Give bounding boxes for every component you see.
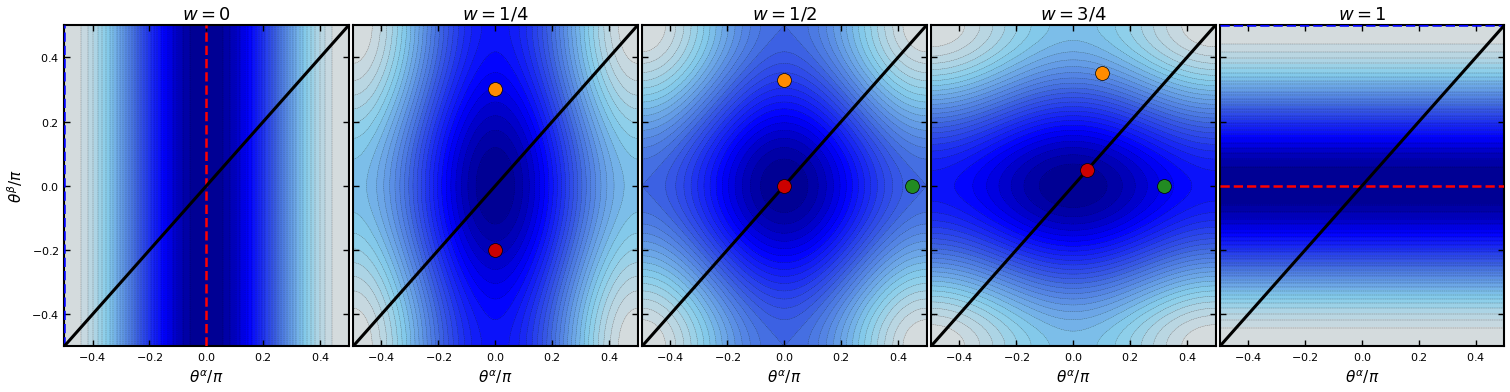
Title: $w = 0$: $w = 0$ — [183, 5, 231, 24]
X-axis label: $\theta^\alpha/\pi$: $\theta^\alpha/\pi$ — [479, 369, 512, 387]
Point — [1075, 167, 1099, 173]
Title: $w = 1/4$: $w = 1/4$ — [462, 5, 528, 24]
Title: $w = 3/4$: $w = 3/4$ — [1040, 5, 1107, 24]
Point — [483, 247, 507, 253]
Point — [1152, 183, 1176, 189]
X-axis label: $\theta^\alpha/\pi$: $\theta^\alpha/\pi$ — [189, 369, 223, 387]
Point — [483, 86, 507, 93]
Title: $w = 1/2$: $w = 1/2$ — [752, 5, 817, 24]
Point — [1090, 70, 1114, 76]
Title: $w = 1$: $w = 1$ — [1338, 5, 1386, 24]
X-axis label: $\theta^\alpha/\pi$: $\theta^\alpha/\pi$ — [1345, 369, 1379, 387]
Point — [772, 76, 796, 83]
Point — [772, 183, 796, 189]
X-axis label: $\theta^\alpha/\pi$: $\theta^\alpha/\pi$ — [1055, 369, 1090, 387]
Point — [900, 183, 924, 189]
Y-axis label: $\theta^\beta/\pi$: $\theta^\beta/\pi$ — [6, 169, 26, 203]
X-axis label: $\theta^\alpha/\pi$: $\theta^\alpha/\pi$ — [767, 369, 802, 387]
